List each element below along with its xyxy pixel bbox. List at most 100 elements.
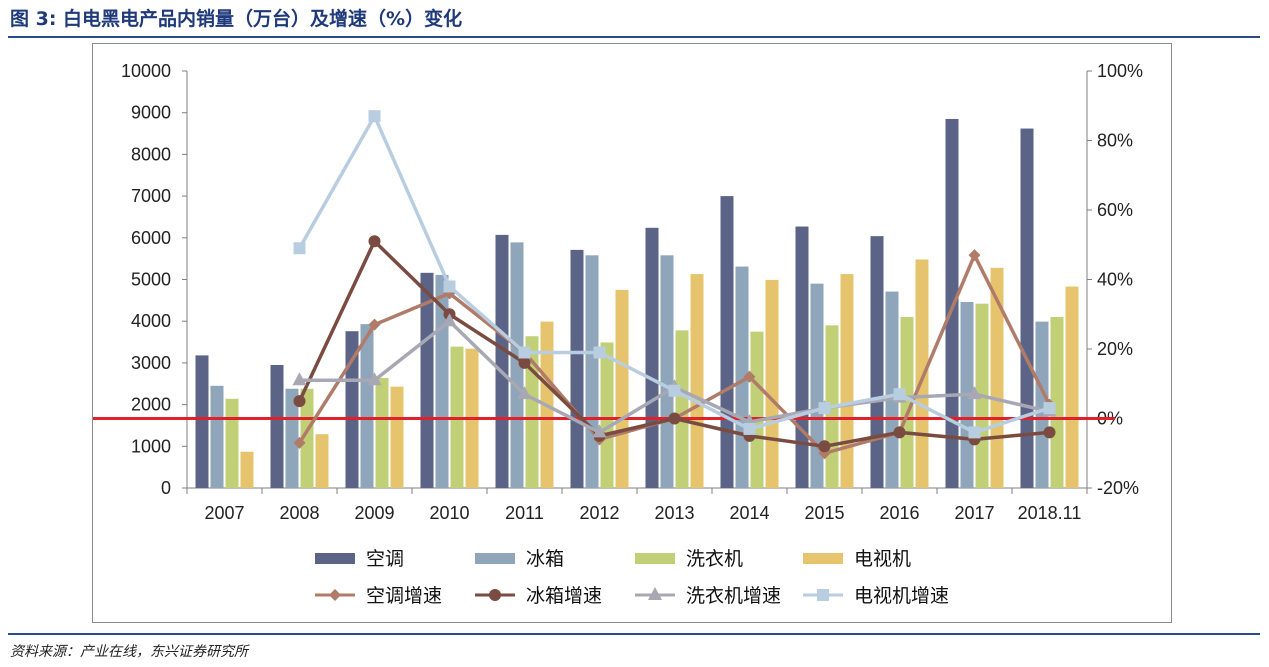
point	[648, 587, 662, 600]
y-left-tick-label: 7000	[131, 186, 171, 206]
x-tick-label: 2007	[204, 503, 244, 523]
point	[743, 422, 756, 435]
y-right-tick-label: 20%	[1097, 339, 1133, 359]
x-tick-label: 2012	[579, 503, 619, 523]
point	[368, 110, 381, 123]
bar	[195, 355, 209, 488]
y-left-tick-label: 3000	[131, 353, 171, 373]
bar	[360, 324, 374, 488]
legend-swatch	[803, 553, 843, 564]
point	[593, 346, 606, 359]
x-tick-label: 2011	[505, 503, 544, 523]
legend-swatch	[315, 553, 355, 564]
bar	[870, 236, 884, 488]
bar	[1050, 317, 1064, 488]
x-tick-label: 2013	[654, 503, 694, 523]
bar	[300, 388, 314, 488]
point	[518, 356, 531, 369]
point	[443, 280, 456, 293]
point	[293, 436, 306, 449]
legend-label: 电视机增速	[854, 585, 949, 607]
point	[1043, 402, 1056, 415]
y-left-tick-label: 2000	[131, 395, 171, 415]
line-series	[292, 110, 1057, 460]
bar	[645, 227, 659, 489]
point	[517, 386, 532, 400]
chart: 0 1000 2000 3000 4000 5000 6000 7000 8000 9000 100…	[93, 61, 1143, 607]
y-left-tick-label: 10000	[121, 61, 171, 81]
point	[668, 384, 681, 397]
x-tick-label: 2016	[879, 503, 919, 523]
bar	[570, 249, 584, 488]
bar	[1035, 321, 1049, 488]
legend-swatch	[475, 553, 515, 564]
legend-label: 洗衣机增速	[686, 585, 781, 607]
bar	[270, 364, 284, 488]
point	[743, 370, 756, 383]
figure-title: 图 3: 白电黑电产品内销量（万台）及增速（%）变化	[10, 8, 463, 30]
bar	[285, 388, 299, 488]
y-left-tick-label: 6000	[131, 228, 171, 248]
bar	[885, 291, 899, 488]
bar	[750, 331, 764, 488]
point	[967, 386, 982, 400]
bar	[375, 377, 389, 488]
y-right-tick-label: 100%	[1097, 61, 1143, 81]
y-right-tick-label: 40%	[1097, 270, 1133, 290]
bar	[915, 259, 929, 488]
point	[293, 395, 306, 408]
bar	[225, 398, 239, 488]
bar	[660, 255, 674, 488]
point	[292, 372, 307, 386]
bar	[690, 274, 704, 488]
y-left-tick-label: 9000	[131, 103, 171, 123]
y-left-tick-label: 0	[161, 478, 171, 498]
x-tick-label: 2010	[429, 503, 469, 523]
y-left-tick-label: 4000	[131, 311, 171, 331]
y-right-tick-label: -20%	[1097, 478, 1139, 498]
x-tick-label: 2014	[729, 503, 769, 523]
bar	[1020, 128, 1034, 488]
bottom-rule	[8, 633, 1260, 635]
bar	[510, 242, 524, 488]
point	[293, 242, 306, 255]
point	[442, 313, 457, 327]
bar	[675, 330, 689, 488]
point	[489, 589, 501, 601]
bar	[585, 255, 599, 488]
bar	[600, 342, 614, 488]
point	[592, 424, 607, 438]
point	[893, 388, 906, 401]
legend-swatch	[635, 553, 675, 564]
y-right-tick-label: 80%	[1097, 131, 1133, 151]
legend-label: 冰箱	[526, 548, 564, 570]
legend-label: 洗衣机	[686, 548, 743, 570]
bar	[810, 283, 824, 488]
x-tick-label: 2017	[954, 503, 994, 523]
bar	[240, 451, 254, 488]
chart-frame: 0 1000 2000 3000 4000 5000 6000 7000 8000 9000 100…	[92, 43, 1172, 623]
point	[818, 402, 831, 415]
point	[368, 235, 381, 248]
source-note: 资料来源：产业在线，东兴证券研究所	[10, 644, 248, 660]
bar	[420, 272, 434, 488]
point	[968, 426, 981, 439]
x-tick-label: 2015	[804, 503, 844, 523]
bar	[315, 434, 329, 488]
bar	[390, 386, 404, 488]
legend-label: 空调增速	[366, 585, 442, 607]
bar	[795, 226, 809, 488]
legend-label: 冰箱增速	[526, 585, 602, 607]
point	[817, 589, 829, 601]
x-tick-label: 2018.11	[1018, 503, 1082, 523]
bar	[345, 331, 359, 488]
bar	[495, 234, 509, 488]
bar	[840, 274, 854, 488]
axes: 0 1000 2000 3000 4000 5000 6000 7000 8000 9000 100…	[121, 61, 1143, 523]
x-tick-label: 2009	[354, 503, 394, 523]
y-right-tick-label: 60%	[1097, 200, 1133, 220]
point	[893, 426, 906, 439]
y-left-tick-label: 5000	[131, 270, 171, 290]
point	[668, 412, 681, 425]
